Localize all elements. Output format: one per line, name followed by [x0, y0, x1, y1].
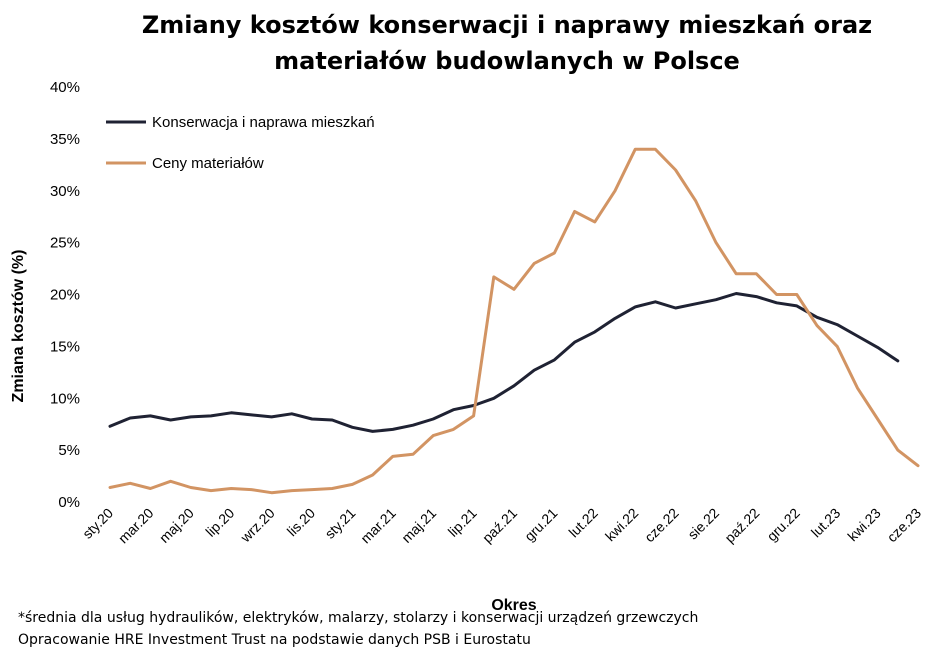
series-line-2	[108, 147, 920, 495]
x-tick-label: sie.22	[684, 505, 722, 543]
chart-title-line-2: materiałów budowlanych w Polsce	[274, 47, 740, 75]
x-tick-label: mar.20	[115, 505, 157, 547]
x-tick-label: cze.22	[641, 505, 682, 546]
x-tick-label: lut.23	[808, 505, 844, 541]
y-tick-label: 40%	[50, 79, 80, 96]
footnote-source: Opracowanie HRE Investment Trust na pods…	[18, 632, 531, 648]
legend-label-2: Ceny materiałów	[152, 155, 264, 172]
x-tick-label: maj.21	[398, 505, 439, 546]
legend-label-1: Konserwacja i naprawa mieszkań	[152, 114, 375, 131]
x-tick-label: sty.20	[79, 505, 116, 542]
y-tick-label: 30%	[50, 183, 80, 200]
x-tick-label: mar.21	[357, 505, 399, 547]
y-tick-label: 15%	[50, 338, 80, 355]
x-tick-label: lis.20	[284, 505, 319, 540]
x-tick-label: paź.21	[479, 505, 520, 546]
y-tick-label: 25%	[50, 235, 80, 252]
y-axis-ticks: 0% 5% 10% 15% 20% 25% 30% 35% 40%	[50, 79, 80, 511]
x-tick-label: sty.21	[322, 505, 359, 542]
y-tick-label: 10%	[50, 390, 80, 407]
chart-title-line-1: Zmiany kosztów konserwacji i naprawy mie…	[142, 11, 872, 39]
x-tick-label: lip.20	[202, 505, 237, 540]
y-axis-title: Zmiana kosztów (%)	[10, 250, 27, 403]
y-tick-label: 5%	[58, 442, 80, 459]
legend: Konserwacja i naprawa mieszkań Ceny mater…	[106, 114, 375, 172]
x-tick-label: kwi.23	[844, 505, 884, 545]
x-tick-label: kwi.22	[602, 505, 642, 545]
footnote-methodology: *średnia dla usług hydraulików, elektryk…	[18, 610, 699, 626]
y-tick-label: 35%	[50, 131, 80, 148]
series-layer	[108, 147, 920, 495]
x-tick-label: paź.22	[721, 505, 762, 546]
x-tick-label: gru.22	[764, 505, 804, 545]
x-tick-label: cze.23	[884, 505, 925, 546]
x-tick-label: lut.22	[565, 505, 601, 541]
y-tick-label: 20%	[50, 287, 80, 304]
series-line-1	[108, 292, 900, 433]
x-tick-label: wrz.20	[237, 505, 278, 546]
chart-title: Zmiany kosztów konserwacji i naprawy mie…	[142, 11, 872, 75]
x-tick-label: gru.21	[521, 505, 561, 545]
x-axis-title: Okres	[491, 597, 536, 614]
y-tick-label: 0%	[58, 494, 80, 511]
x-tick-label: lip.21	[445, 505, 480, 540]
x-tick-label: maj.20	[156, 505, 197, 546]
